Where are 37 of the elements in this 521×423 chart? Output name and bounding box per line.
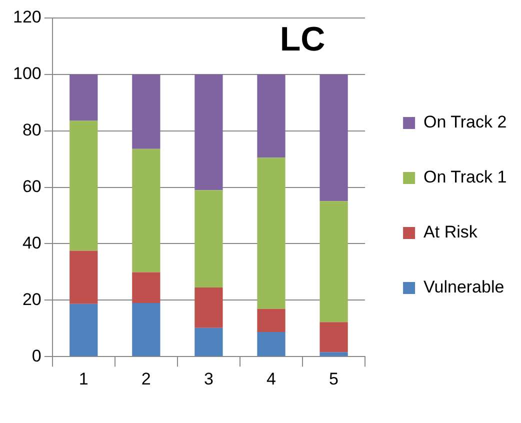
- y-tick-label: 0: [32, 346, 42, 366]
- x-tick-label: 5: [329, 369, 339, 388]
- x-tick-label: 1: [78, 369, 88, 388]
- bar: [70, 120, 98, 251]
- chart-title: LC: [280, 20, 326, 58]
- bar: [257, 308, 286, 332]
- bar: [70, 304, 98, 356]
- bar: [132, 148, 160, 272]
- bar: [257, 332, 286, 356]
- bar: [70, 74, 98, 121]
- bar: [132, 74, 160, 149]
- legend-label: On Track 2: [424, 112, 507, 132]
- bar: [132, 302, 160, 356]
- bar: [320, 352, 348, 356]
- legend-label: Vulnerable: [424, 278, 504, 297]
- bar: [320, 201, 348, 322]
- bar: [320, 322, 348, 352]
- legend-label: At Risk: [424, 222, 478, 242]
- x-tick-label: 4: [266, 369, 276, 388]
- x-tick-label: 3: [204, 369, 214, 388]
- x-tick-label: 2: [141, 369, 151, 388]
- bar: [257, 158, 286, 309]
- y-tick-label: 20: [22, 290, 42, 309]
- y-tick-label: 120: [12, 8, 42, 27]
- bar: [132, 272, 160, 303]
- y-tick-label: 80: [22, 120, 42, 140]
- y-tick-label: 100: [12, 64, 42, 84]
- bar: [70, 250, 98, 304]
- bar: [194, 190, 223, 288]
- y-tick-label: 40: [22, 233, 42, 252]
- bar: [194, 328, 223, 356]
- bar: [320, 74, 348, 202]
- legend-label: On Track 1: [424, 168, 507, 187]
- y-tick-label: 60: [22, 176, 42, 196]
- bar: [194, 74, 223, 190]
- bar: [194, 287, 223, 328]
- bar: [257, 74, 286, 158]
